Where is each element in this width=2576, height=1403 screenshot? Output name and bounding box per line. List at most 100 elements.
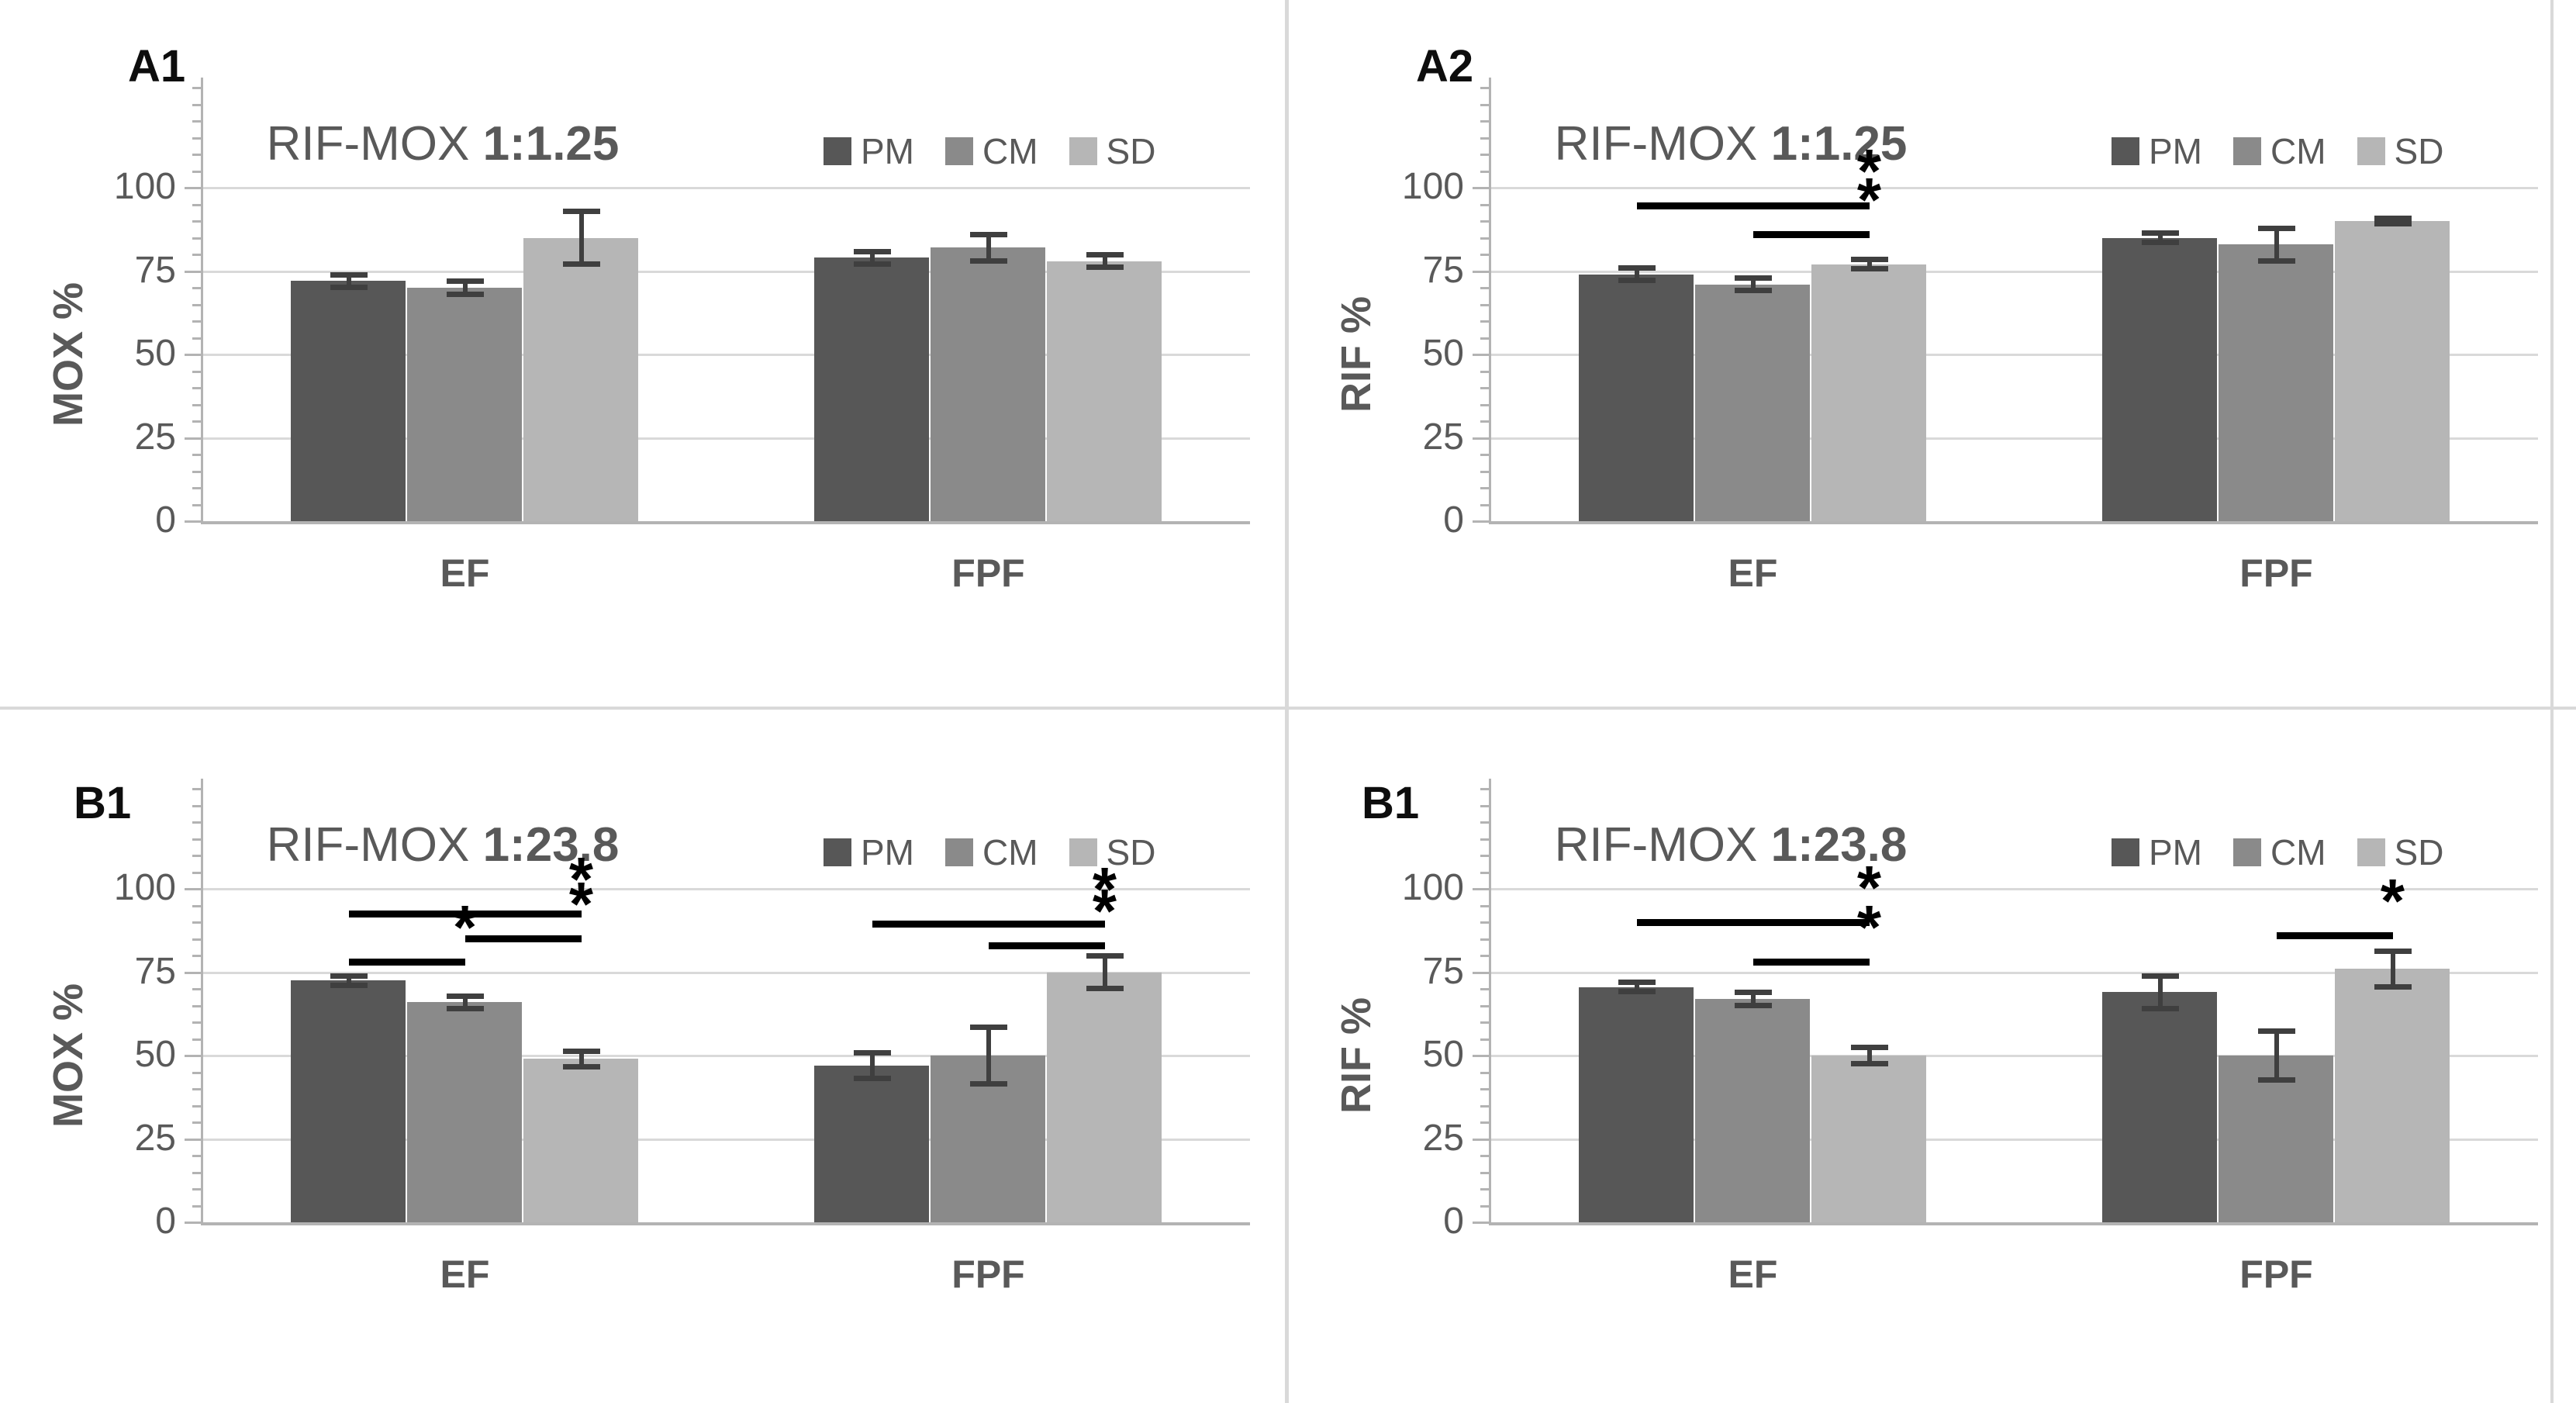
y-axis-minor-tick [192,1021,202,1024]
y-axis-major-tick [1473,1138,1490,1141]
gridline [1491,888,2538,890]
error-bar-cap [2374,983,2412,990]
y-axis-minor-tick [1480,1121,1490,1124]
error-bar-cap [2374,221,2412,227]
y-axis-minor-tick [1480,1004,1490,1007]
y-axis-minor-tick [192,170,202,173]
bar-CM [1694,998,1810,1222]
y-axis-minor-tick [1480,87,1490,89]
y-axis-major-tick [185,187,202,189]
y-axis-minor-tick [1480,921,1490,924]
error-bar-cap [2374,215,2412,221]
y-axis-minor-tick [192,1071,202,1074]
category-label: EF [1728,551,1778,595]
y-axis-minor-tick [192,403,202,406]
bar-CM [406,1002,522,1222]
y-axis-minor-tick [192,370,202,373]
significance-line [464,935,582,943]
y-axis-minor-tick [1480,154,1490,156]
error-bar-cap [1850,1045,1888,1051]
y-axis-major-tick [185,437,202,440]
error-bar-stem [346,274,351,288]
legend-swatch-icon [1069,838,1097,866]
legend-item-SD: SD [2357,832,2444,873]
y-axis-minor-tick [192,136,202,140]
error-bar-stem [2274,227,2279,261]
error-bar-cap [1850,257,1888,263]
error-bar-stem [1102,955,1107,989]
y-axis-minor-tick [1480,337,1490,340]
error-bar-stem [1866,1047,1872,1064]
legend-label: CM [982,832,1038,873]
significance-line [1752,959,1870,966]
gridline [1491,187,2538,189]
legend-item-PM: PM [2112,133,2202,169]
y-axis-line [201,779,203,1225]
bar-SD [1811,1056,1926,1222]
error-bar-cap [2141,973,2179,979]
error-bar-stem [869,251,875,264]
panel-A1: A1 0 25 50 75 100 RIF-MOX 1:1.25 MOX % PM CM SD EF F… [0,0,1288,702]
error-bar-stem [986,1027,991,1084]
legend-item-CM: CM [2233,133,2326,169]
error-bar-stem [2274,1030,2279,1081]
y-axis-major-tick [1473,1222,1490,1224]
chart-title: RIF-MOX 1:1.25 [1483,116,1979,171]
figure-right-border [2550,0,2554,1403]
x-axis-line [1489,521,2538,524]
y-tick-label: 50 [1422,1034,1464,1075]
legend-swatch-icon [2357,838,2385,866]
y-axis-minor-tick [192,838,202,841]
panel-label: A1 [128,41,186,92]
error-bar-cap [853,1076,891,1082]
y-axis-minor-tick [1480,320,1490,323]
y-axis-minor-tick [192,387,202,389]
error-bar-cap [562,1048,600,1054]
error-bar-cap [330,285,368,290]
legend-swatch-icon [824,838,851,866]
legend-swatch-icon [824,137,851,165]
significance-star: * [1856,893,1882,962]
error-bar-cap [1618,989,1656,995]
gridline [203,187,1250,189]
legend-swatch-icon [2357,137,2385,165]
y-axis-minor-tick [192,938,202,941]
y-axis-minor-tick [1480,988,1490,990]
significance-line [348,910,582,917]
significance-line [1752,230,1870,238]
y-axis-minor-tick [1480,103,1490,106]
chart-title-ratio: 1:1.25 [482,117,620,171]
y-axis-minor-tick [1480,871,1490,874]
y-axis-major-tick [185,354,202,356]
significance-line [2276,931,2393,939]
error-bar-stem [869,1052,875,1080]
error-bar-stem [2157,975,2163,1009]
gridline [1491,1055,2538,1057]
y-tick-label: 75 [134,249,176,291]
significance-star: * [1856,136,1882,206]
error-bar-stem [2390,950,2395,987]
bar-SD [1811,264,1926,521]
error-bar-stem [986,234,991,261]
y-tick-label: 100 [113,166,176,207]
legend-label: SD [2394,131,2444,171]
error-bar-cap [446,278,484,285]
y-axis-minor-tick [1480,120,1490,123]
legend: PM CM SD [2112,829,2443,876]
error-bar-cap [2257,1028,2295,1034]
y-axis-minor-tick [1480,1188,1490,1190]
y-axis-major-tick [1473,971,1490,974]
gridline [203,1055,1250,1057]
error-bar-cap [1618,278,1656,284]
y-axis-minor-tick [192,1171,202,1174]
error-bar-cap [1086,252,1124,257]
y-axis-minor-tick [192,1188,202,1190]
category-label: EF [440,1253,490,1296]
y-tick-label: 75 [1422,950,1464,992]
y-tick-label: 25 [1422,1117,1464,1159]
error-bar-cap [330,982,368,988]
chart-title-ratio: 1:23.8 [1770,818,1908,872]
error-bar-cap [969,232,1007,238]
legend-label: PM [861,832,914,873]
legend-label: SD [2394,832,2444,873]
